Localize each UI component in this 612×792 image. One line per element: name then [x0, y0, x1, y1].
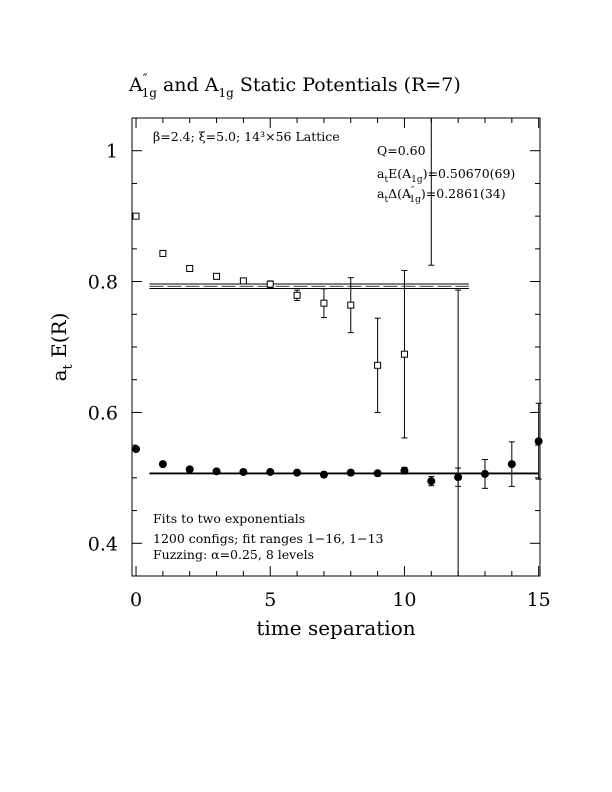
- ground-state-point: [266, 467, 275, 476]
- fit-energy-e-a: E(A: [388, 166, 412, 181]
- y-axis-title-subscript: t: [61, 363, 76, 369]
- fit-delta-prime: ″: [411, 186, 415, 196]
- fit-delta-value: )=0.2861(34): [421, 186, 506, 201]
- excited-state-point: [320, 299, 328, 307]
- fit-energy-1g-sub: 1g: [411, 175, 423, 185]
- lattice-info: β=2.4; ξ=5.0; 14³×56 Lattice: [153, 129, 340, 144]
- ground-state-point: [507, 460, 516, 469]
- y-axis-title-rest: E(R): [47, 313, 71, 365]
- fit-delta-a: a: [377, 186, 385, 201]
- excited-state-point: [266, 280, 274, 288]
- y-tick-label: 1: [106, 141, 118, 163]
- ground-state-point: [293, 468, 302, 477]
- ground-state-point: [480, 469, 489, 478]
- excited-state-point: [374, 361, 382, 369]
- fit-energy-value: )=0.50670(69): [423, 166, 516, 181]
- y-tick-label: 0.4: [88, 533, 118, 555]
- ground-state-point: [185, 465, 194, 474]
- ground-state-point: [454, 473, 463, 482]
- x-tick-label: 5: [264, 589, 276, 611]
- y-axis-title: at E(R): [47, 313, 76, 382]
- excited-state-point: [239, 277, 247, 285]
- ground-state-point: [346, 468, 355, 477]
- excited-state-point: [186, 264, 194, 272]
- excited-state-point: [293, 291, 301, 299]
- axis-tick-labels: 0 5 10 15 0.4 0.6 0.8 1: [88, 141, 551, 611]
- fit-delta-t-sub: t: [384, 195, 388, 205]
- fit-delta-1g-sub: 1g: [409, 195, 421, 205]
- fit-bands: [149, 283, 539, 475]
- x-tick-label: 0: [130, 589, 142, 611]
- excited-state-point: [213, 272, 221, 280]
- excited-state-point: [132, 212, 140, 220]
- long-error-bars: [428, 118, 462, 576]
- ground-state-point: [239, 467, 248, 476]
- y-tick-label: 0.6: [88, 402, 118, 424]
- title-a-double-prime: A: [128, 74, 143, 96]
- excited-state-point: [159, 249, 167, 257]
- svg-text:at E(R): at E(R): [47, 313, 76, 382]
- fit-energy-t-sub: t: [384, 175, 388, 185]
- fit-energy-a1g: atE(A1g)=0.50670(69): [377, 166, 515, 185]
- x-axis-title: time separation: [256, 616, 415, 640]
- axis-ticks: [132, 117, 540, 577]
- fit-q-value: Q=0.60: [377, 143, 426, 158]
- y-tick-label: 0.8: [88, 272, 118, 294]
- ground-state-point: [373, 469, 382, 478]
- x-tick-label: 10: [392, 589, 416, 611]
- ground-state-point: [400, 466, 409, 475]
- x-tick-label: 15: [527, 589, 551, 611]
- excited-state-point: [400, 350, 408, 358]
- ground-state-point: [534, 437, 543, 446]
- title-double-prime-mark: ″: [143, 72, 148, 87]
- y-axis-title-a: a: [47, 369, 71, 381]
- ground-state-point: [132, 445, 141, 454]
- ground-state-point: [319, 470, 328, 479]
- ground-state-point: [212, 467, 221, 476]
- title-and-a: and A: [157, 74, 219, 96]
- fit-energy-a: a: [377, 166, 385, 181]
- note-fits: Fits to two exponentials: [153, 511, 305, 526]
- fit-delta-energy: atΔ(A″ 1g)=0.2861(34): [377, 186, 506, 205]
- title-subscript-1g: 1g: [142, 86, 158, 100]
- ground-state-point: [158, 460, 167, 469]
- note-fuzzing: Fuzzing: α=0.25, 8 levels: [153, 547, 314, 562]
- note-configs: 1200 configs; fit ranges 1−16, 1−13: [153, 531, 384, 546]
- data-series: [132, 212, 543, 489]
- title-subscript-1g-second: 1g: [218, 86, 234, 100]
- ground-state-point: [427, 477, 436, 486]
- title-rest: Static Potentials (R=7): [234, 74, 461, 96]
- fit-delta-open: Δ(A: [388, 186, 412, 201]
- chart-title: A″ 1g and A1g Static Potentials (R=7): [128, 72, 461, 100]
- excited-state-point: [347, 301, 355, 309]
